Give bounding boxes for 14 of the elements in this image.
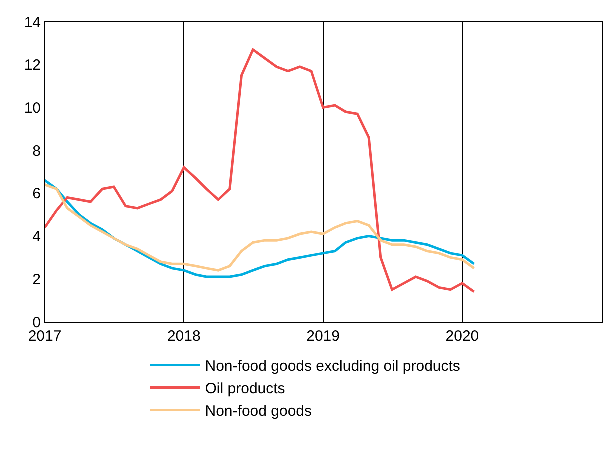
y-tick-label: 8 [32, 142, 41, 160]
legend-label: Non-food goods [205, 403, 312, 420]
y-tick-label: 2 [32, 271, 41, 288]
line-series [45, 48, 476, 294]
x-tick-label: 2018 [167, 328, 201, 345]
y-tick-label: 12 [24, 57, 41, 74]
y-tick-label: 6 [32, 186, 41, 203]
y-tick-label: 10 [24, 100, 41, 117]
x-tick-label: 2019 [306, 328, 340, 345]
y-tick-label: 14 [24, 14, 41, 32]
y-tick-label: 4 [32, 228, 41, 246]
x-tick-label: 2020 [446, 328, 480, 345]
legend-label: Non-food goods excluding oil products [205, 358, 460, 376]
legend-label: Oil products [205, 380, 286, 398]
